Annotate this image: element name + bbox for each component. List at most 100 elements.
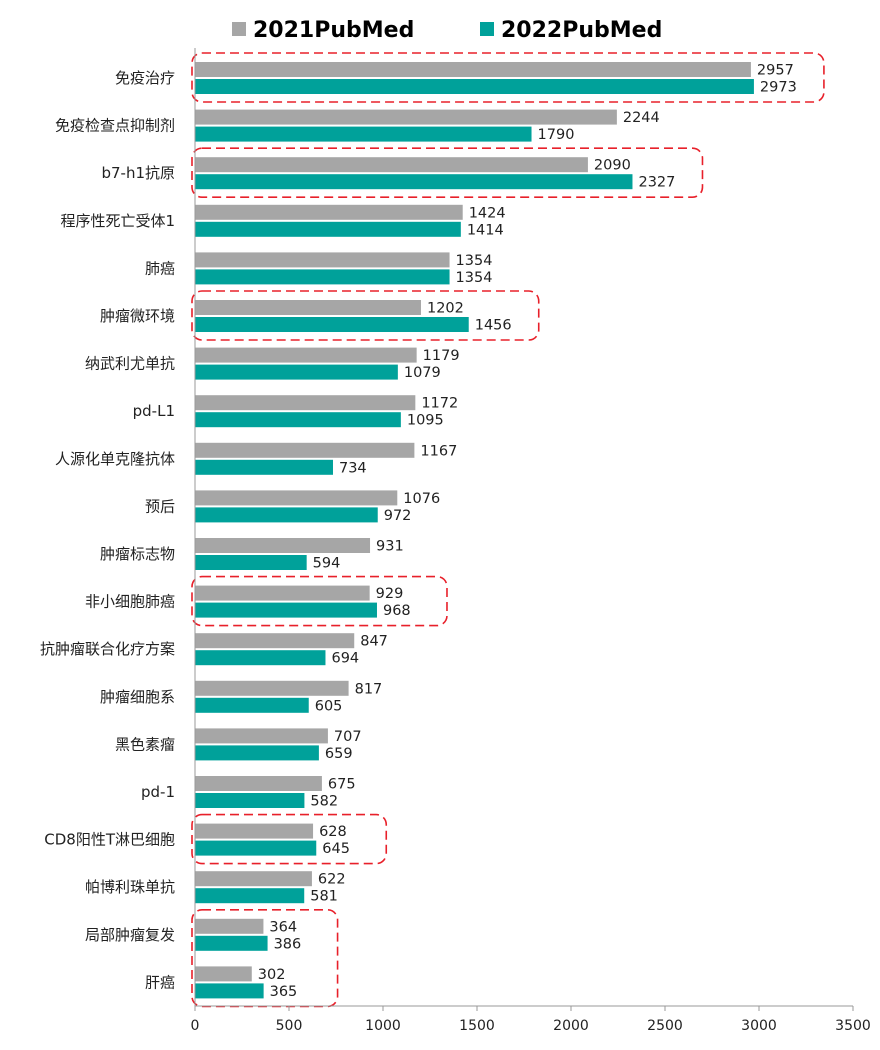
bar-2022 bbox=[195, 602, 377, 618]
axes: 0 500 1000 1500 2000 2500 3000 3500 bbox=[191, 48, 871, 1034]
bar-2021 bbox=[195, 918, 264, 934]
value-label-2022: 386 bbox=[274, 936, 302, 952]
value-label-2021: 302 bbox=[258, 967, 286, 983]
value-label-2021: 2090 bbox=[594, 158, 631, 174]
value-label-2022: 365 bbox=[270, 984, 298, 1000]
highlight-box-3 bbox=[191, 290, 540, 341]
category-label: 黑色素瘤 bbox=[115, 735, 175, 753]
value-label-2021: 1167 bbox=[420, 443, 457, 459]
highlight-box-2 bbox=[191, 147, 704, 198]
value-label-2021: 1424 bbox=[469, 205, 506, 221]
value-label-2022: 2973 bbox=[760, 80, 797, 96]
value-label-2021: 1076 bbox=[403, 491, 440, 507]
value-label-2022: 2327 bbox=[638, 175, 675, 191]
bar-2022 bbox=[195, 793, 305, 808]
x-tick-label: 2000 bbox=[553, 1018, 589, 1034]
bar-2021 bbox=[195, 776, 322, 791]
bar-2021 bbox=[195, 395, 416, 411]
category-label: 肝癌 bbox=[145, 973, 175, 991]
value-label-2021: 675 bbox=[328, 777, 356, 793]
value-label-2021: 364 bbox=[269, 919, 297, 935]
bar-2021 bbox=[195, 871, 312, 887]
bar-2021 bbox=[195, 157, 588, 173]
bar-2022 bbox=[195, 269, 450, 285]
value-label-2021: 622 bbox=[318, 872, 346, 888]
value-label-2021: 707 bbox=[334, 729, 362, 745]
bar-2021 bbox=[195, 347, 417, 363]
category-label: CD8阳性T淋巴细胞 bbox=[44, 831, 175, 849]
bar-2021 bbox=[195, 62, 751, 77]
x-tick-label: 500 bbox=[276, 1018, 303, 1034]
bar-2022 bbox=[195, 174, 633, 190]
bar-2022 bbox=[195, 745, 319, 761]
value-label-2022: 581 bbox=[310, 889, 338, 905]
category-label: 非小细胞肺癌 bbox=[85, 593, 175, 611]
x-tick-label: 0 bbox=[191, 1018, 200, 1034]
value-label-2022: 594 bbox=[313, 556, 341, 572]
value-label-2022: 1456 bbox=[475, 318, 512, 334]
bar-2022 bbox=[195, 79, 754, 94]
bar-2022 bbox=[195, 364, 398, 380]
value-label-2021: 1172 bbox=[421, 396, 458, 412]
value-label-2021: 1354 bbox=[456, 253, 493, 269]
value-label-2021: 2244 bbox=[623, 110, 660, 126]
bar-2022 bbox=[195, 935, 268, 951]
value-label-2022: 968 bbox=[383, 603, 411, 619]
category-label: 肿瘤微环境 bbox=[100, 307, 175, 325]
value-label-2022: 605 bbox=[315, 698, 343, 714]
bar-2021 bbox=[195, 823, 314, 839]
value-label-2022: 694 bbox=[331, 651, 359, 667]
bar-2021 bbox=[195, 252, 450, 268]
legend-swatch-2 bbox=[480, 22, 494, 36]
bar-2022 bbox=[195, 126, 532, 142]
x-tick-label: 1500 bbox=[459, 1018, 495, 1034]
bar-2021 bbox=[195, 538, 371, 553]
value-label-2022: 1354 bbox=[456, 270, 493, 286]
category-label: pd-L1 bbox=[133, 402, 175, 420]
category-label: 程序性死亡受体1 bbox=[60, 212, 175, 230]
bar-2021 bbox=[195, 300, 421, 315]
value-label-2022: 1095 bbox=[407, 413, 444, 429]
x-tick-label: 1000 bbox=[365, 1018, 401, 1034]
value-label-2021: 929 bbox=[376, 586, 404, 602]
value-label-2022: 582 bbox=[310, 794, 338, 810]
value-label-2021: 817 bbox=[355, 681, 383, 697]
legend: 2021PubMed 2022PubMed bbox=[232, 18, 662, 43]
value-label-2021: 1202 bbox=[427, 301, 464, 317]
category-label: 帕博利珠单抗 bbox=[85, 878, 175, 896]
category-label: 免疫检查点抑制剂 bbox=[55, 117, 175, 135]
highlight-box-4 bbox=[191, 575, 448, 627]
bar-2021 bbox=[195, 490, 398, 506]
bar-2022 bbox=[195, 650, 326, 666]
category-label: pd-1 bbox=[141, 783, 175, 801]
value-label-2021: 2957 bbox=[757, 63, 794, 79]
value-label-2022: 1414 bbox=[467, 222, 504, 238]
bar-2022 bbox=[195, 697, 309, 713]
value-label-2021: 931 bbox=[376, 539, 404, 555]
category-label: 预后 bbox=[145, 497, 175, 515]
value-label-2021: 847 bbox=[360, 634, 388, 650]
value-label-2021: 1179 bbox=[423, 348, 460, 364]
value-label-2022: 734 bbox=[339, 460, 367, 476]
bar-2022 bbox=[195, 555, 307, 570]
value-label-2022: 659 bbox=[325, 746, 353, 762]
highlight-box-1 bbox=[191, 52, 825, 103]
x-tick-label: 3000 bbox=[741, 1018, 777, 1034]
value-label-2022: 1079 bbox=[404, 365, 441, 381]
x-tick-label: 2500 bbox=[647, 1018, 683, 1034]
x-tick-label: 3500 bbox=[835, 1018, 871, 1034]
bar-2022 bbox=[195, 221, 461, 237]
category-label: 肺癌 bbox=[145, 259, 175, 277]
legend-label-1: 2021PubMed bbox=[253, 18, 414, 43]
highlight-box-5 bbox=[191, 813, 388, 865]
bar-2021 bbox=[195, 728, 328, 744]
bar-2022 bbox=[195, 840, 317, 856]
value-label-2022: 972 bbox=[384, 508, 412, 524]
category-label: 纳武利尤单抗 bbox=[85, 355, 175, 373]
value-label-2022: 1790 bbox=[538, 127, 575, 143]
bar-2022 bbox=[195, 507, 378, 523]
value-label-2021: 628 bbox=[319, 824, 347, 840]
